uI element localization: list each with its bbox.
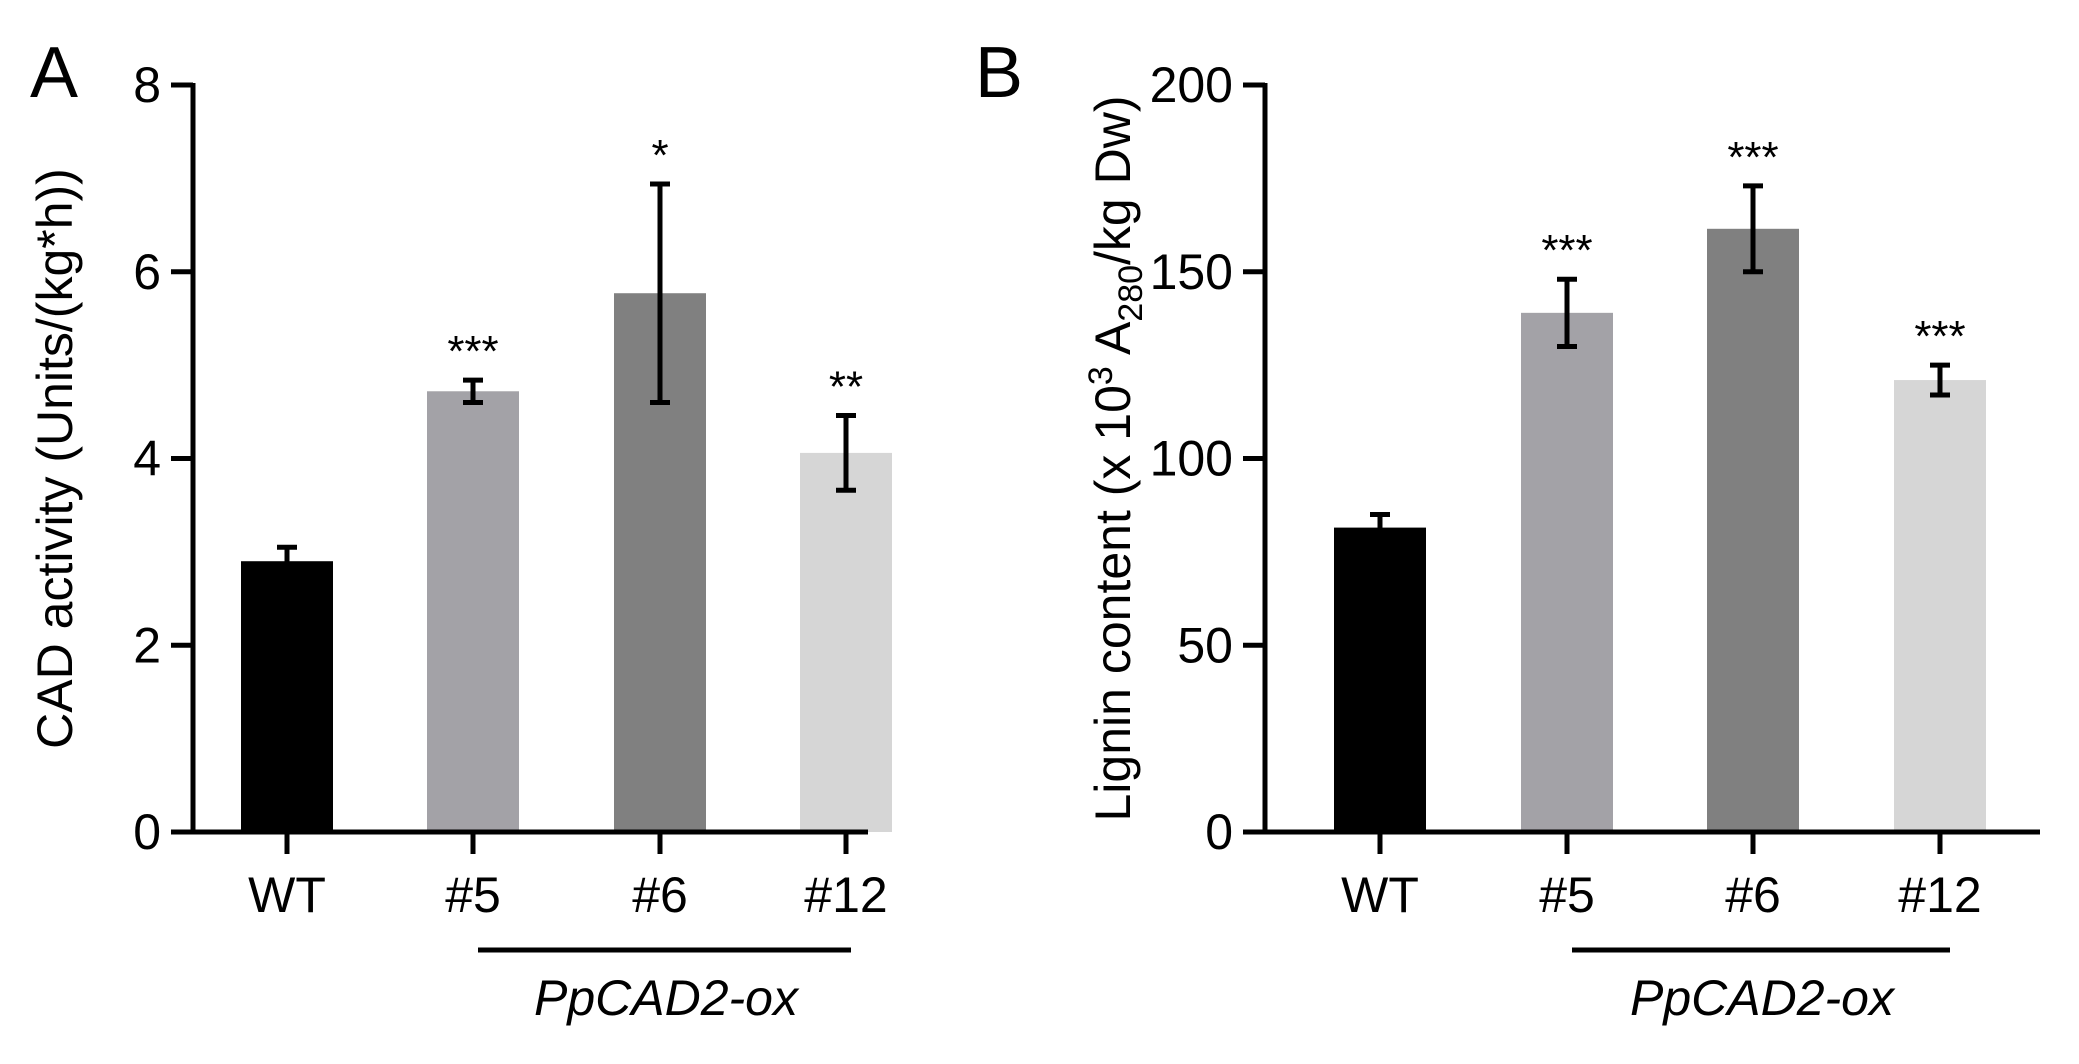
y-tick-label: 0 — [133, 804, 161, 860]
y-tick-label: 6 — [133, 244, 161, 300]
x-tick-label: #12 — [804, 867, 887, 923]
y-tick-label: 0 — [1205, 804, 1233, 860]
panel-letter: A — [30, 33, 78, 113]
bar-line-5 — [427, 391, 519, 832]
y-tick-label: 8 — [133, 57, 161, 113]
bar-wt — [1334, 527, 1426, 832]
significance-marker: *** — [1541, 226, 1592, 275]
error-bar — [836, 413, 856, 493]
bar-wt — [241, 561, 333, 832]
x-tick-label: #6 — [1725, 867, 1781, 923]
error-bar — [1557, 276, 1577, 349]
y-tick-label: 150 — [1150, 244, 1233, 300]
y-tick-label: 100 — [1150, 431, 1233, 487]
y-axis-title: CAD activity (Units/(kg*h)) — [27, 168, 83, 749]
x-tick-label: WT — [248, 867, 326, 923]
x-tick-label: #12 — [1898, 867, 1981, 923]
x-tick-label: #6 — [632, 867, 688, 923]
y-tick-label: 4 — [133, 431, 161, 487]
error-bar — [1370, 512, 1390, 544]
significance-marker: *** — [447, 327, 498, 376]
error-bar — [1930, 362, 1950, 398]
error-bar — [650, 181, 670, 405]
x-tick-label: #5 — [445, 867, 501, 923]
panel-b: B *** *** *** 0 50 100 150 200 WT #5 #6 #12 Lignin co… — [975, 33, 2040, 1026]
bar-line-6 — [1707, 228, 1799, 833]
bar-line-12 — [800, 452, 892, 832]
bar-line-5 — [1521, 312, 1613, 833]
y-axis-title: Lignin content (x 103 A280/kg Dw) — [1082, 95, 1150, 821]
significance-marker: * — [651, 131, 668, 180]
y-tick-label: 200 — [1150, 57, 1233, 113]
panel-letter: B — [975, 33, 1023, 113]
x-tick-label: WT — [1341, 867, 1419, 923]
y-tick-label: 2 — [133, 617, 161, 673]
bar-line-12 — [1894, 380, 1986, 832]
error-bar — [1743, 183, 1763, 275]
group-label: PpCAD2-ox — [1630, 970, 1896, 1026]
group-label: PpCAD2-ox — [534, 970, 800, 1026]
error-bar — [277, 544, 297, 578]
significance-marker: *** — [1727, 133, 1778, 182]
significance-marker: *** — [1914, 312, 1965, 361]
x-tick-label: #5 — [1539, 867, 1595, 923]
significance-marker: ** — [829, 363, 863, 412]
error-bar — [463, 377, 483, 405]
y-tick-label: 50 — [1177, 617, 1233, 673]
